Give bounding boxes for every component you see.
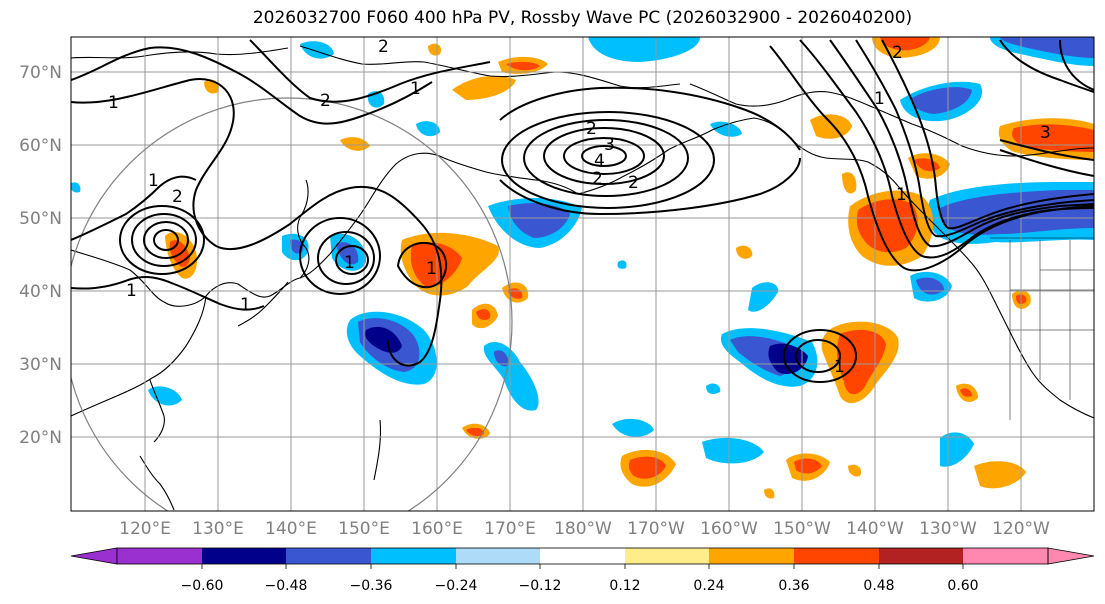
colorbar-segment xyxy=(879,548,963,564)
contour-label: 1 xyxy=(834,357,845,377)
lon-label: 130°E xyxy=(192,519,244,539)
contour-label: 1 xyxy=(874,89,885,109)
lat-label: 60°N xyxy=(19,136,62,156)
lon-label: 180°W xyxy=(554,519,612,539)
contour-label: 1 xyxy=(126,281,137,301)
contour-label: 1 xyxy=(108,93,119,113)
colorbar-tick-label: 0.48 xyxy=(863,578,894,594)
colorbar-segment xyxy=(540,548,625,564)
lon-label: 160°W xyxy=(700,519,758,539)
colorbar-segment xyxy=(202,548,286,564)
contour-label: 2 xyxy=(892,43,903,63)
colorbar-tick-label: 0.24 xyxy=(693,578,724,594)
contour-label: 1 xyxy=(240,295,251,315)
lat-label: 50°N xyxy=(19,209,62,229)
colorbar-tick-label: −0.24 xyxy=(435,578,478,594)
coastline-siberia xyxy=(329,152,579,255)
coastline-north-america xyxy=(897,185,1094,419)
colorbar-segment xyxy=(709,548,794,564)
colorbar-segment xyxy=(456,548,540,564)
contour-label-group: 2 1 2 1 3 2 4 2 2 1 2 1 1 1 1 1 2 1 3 1 xyxy=(108,37,1051,377)
lon-label: 140°W xyxy=(846,519,904,539)
coastline-japan xyxy=(297,179,310,279)
map-title: 2026032700 F060 400 hPa PV, Rossby Wave … xyxy=(252,8,913,28)
colorbar-tick-label: −0.36 xyxy=(350,578,393,594)
lat-label: 20°N xyxy=(19,428,62,448)
colorbar-segment xyxy=(117,548,202,564)
coastline-alaska xyxy=(577,117,899,195)
contour-bering-low xyxy=(501,111,715,209)
colorbar-tick-label: 0.36 xyxy=(778,578,809,594)
colorbar-tick-label: −0.60 xyxy=(181,578,224,594)
contour-label: 2 xyxy=(586,119,597,139)
lon-label: 170°E xyxy=(484,519,536,539)
colorbar-tick-label: −0.12 xyxy=(519,578,562,594)
contour-label: 3 xyxy=(1040,123,1051,143)
contour-label: 2 xyxy=(172,187,183,207)
colorbar-extend-right xyxy=(1047,547,1095,565)
longitude-labels: 120°E 130°E 140°E 150°E 160°E 170°E 180°… xyxy=(119,519,1050,539)
contour-label: 4 xyxy=(594,151,605,171)
lon-label: 160°E xyxy=(411,519,463,539)
contour-label: 3 xyxy=(604,135,615,155)
contour-label: 2 xyxy=(628,173,639,193)
contour-label: 1 xyxy=(344,253,355,273)
colorbar-tick-label: −0.48 xyxy=(265,578,308,594)
lon-label: 150°E xyxy=(338,519,390,539)
map-frame xyxy=(70,36,1095,512)
colorbar-segment xyxy=(371,548,456,564)
contour-label: 1 xyxy=(896,185,907,205)
contour-label: 2 xyxy=(592,169,603,189)
colorbar-extend-left xyxy=(70,547,118,565)
coastlines xyxy=(71,45,1094,511)
colorbar-segment xyxy=(963,548,1048,564)
colorbar-outline xyxy=(116,547,1049,565)
political-borders xyxy=(990,237,1094,420)
pv-contours xyxy=(71,39,1094,383)
colorbar-segment xyxy=(286,548,371,564)
coastline-asia xyxy=(71,249,331,307)
lon-label: 120°E xyxy=(119,519,171,539)
colorbar: −0.60 −0.48 −0.36 −0.24 −0.12 0.12 0.24 … xyxy=(70,547,1095,594)
contour-label: 1 xyxy=(410,79,421,99)
contour-1-pvu xyxy=(71,78,443,367)
contour-label: 2 xyxy=(320,91,331,111)
colorbar-tick-label: 0.60 xyxy=(947,578,978,594)
contour-label: 1 xyxy=(426,259,437,279)
contour-2-pvu xyxy=(249,39,491,103)
latitude-labels: 70°N 60°N 50°N 40°N 30°N 20°N xyxy=(19,63,62,448)
contour-label: 2 xyxy=(378,37,389,57)
lon-label: 120°W xyxy=(992,519,1050,539)
map-layers: 2 1 2 1 3 2 4 2 2 1 2 1 1 1 1 1 2 1 3 1 xyxy=(71,37,1094,511)
lon-label: 170°W xyxy=(627,519,685,539)
colorbar-tick-label: 0.12 xyxy=(609,578,640,594)
colorbar-segment xyxy=(625,548,709,564)
contour-label: 1 xyxy=(148,171,159,191)
lon-label: 150°W xyxy=(773,519,831,539)
graticule xyxy=(71,37,1094,511)
region-circle xyxy=(71,97,513,511)
lat-label: 70°N xyxy=(19,63,62,83)
lon-label: 130°W xyxy=(919,519,977,539)
lon-label: 140°E xyxy=(265,519,317,539)
lat-label: 40°N xyxy=(19,282,62,302)
contour-subtropical-low xyxy=(783,329,857,383)
lat-label: 30°N xyxy=(19,355,62,375)
colorbar-segment xyxy=(794,548,879,564)
